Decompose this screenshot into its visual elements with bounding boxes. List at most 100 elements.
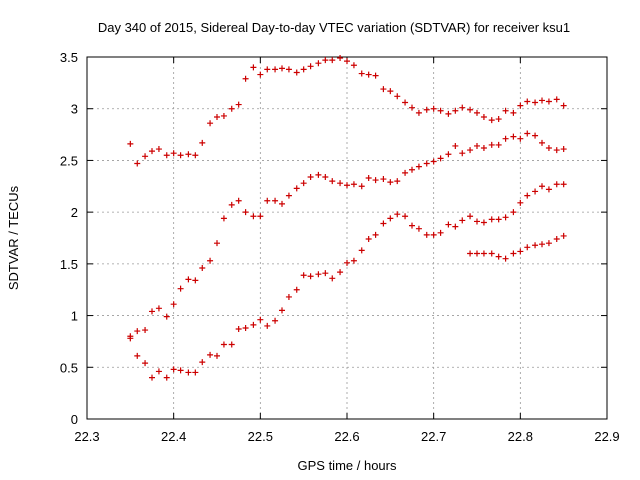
data-point bbox=[358, 183, 365, 190]
chart-title: Day 340 of 2015, Sidereal Day-to-day VTE… bbox=[98, 20, 570, 35]
data-point bbox=[459, 150, 466, 157]
data-point bbox=[365, 71, 372, 78]
y-tick-label: 2 bbox=[71, 205, 78, 220]
data-point bbox=[163, 313, 170, 320]
data-point bbox=[539, 139, 545, 146]
data-point bbox=[322, 57, 329, 64]
data-point bbox=[228, 341, 235, 348]
data-point bbox=[402, 99, 409, 106]
data-point bbox=[149, 308, 155, 315]
data-point bbox=[532, 132, 539, 139]
data-point bbox=[488, 216, 495, 223]
data-point bbox=[264, 66, 271, 73]
data-point bbox=[285, 192, 292, 199]
data-point bbox=[214, 240, 220, 247]
data-point bbox=[134, 160, 141, 167]
data-point bbox=[344, 58, 350, 65]
data-point bbox=[214, 113, 220, 120]
data-point bbox=[560, 102, 567, 109]
data-point bbox=[539, 97, 545, 104]
data-point bbox=[163, 374, 170, 381]
data-point bbox=[510, 109, 517, 116]
data-point bbox=[220, 341, 227, 348]
y-tick-label: 1.5 bbox=[60, 257, 78, 272]
data-point bbox=[480, 219, 487, 226]
data-point bbox=[553, 236, 560, 243]
data-point bbox=[358, 70, 365, 77]
data-point bbox=[452, 142, 459, 149]
data-point bbox=[409, 104, 415, 111]
data-point bbox=[257, 71, 264, 78]
data-point bbox=[307, 63, 314, 70]
data-point bbox=[285, 293, 292, 300]
data-point bbox=[437, 229, 444, 236]
data-point bbox=[502, 135, 509, 142]
data-points bbox=[127, 55, 567, 381]
data-point bbox=[459, 217, 466, 224]
data-point bbox=[127, 140, 134, 147]
data-point bbox=[488, 250, 495, 257]
data-point bbox=[142, 153, 149, 160]
data-point bbox=[272, 317, 279, 324]
data-point bbox=[409, 222, 415, 229]
data-point bbox=[394, 93, 401, 100]
data-point bbox=[149, 374, 155, 381]
data-point bbox=[307, 273, 314, 280]
data-point bbox=[307, 173, 314, 180]
data-point bbox=[415, 225, 422, 232]
data-point bbox=[445, 110, 452, 117]
data-point bbox=[452, 107, 459, 114]
data-point bbox=[228, 201, 235, 208]
data-point bbox=[467, 250, 474, 257]
data-point bbox=[279, 200, 285, 207]
data-point bbox=[134, 352, 141, 359]
data-point bbox=[257, 213, 264, 220]
data-point bbox=[228, 105, 235, 112]
data-point bbox=[474, 218, 480, 225]
data-point bbox=[452, 223, 459, 230]
data-point bbox=[250, 213, 257, 220]
data-point bbox=[279, 65, 285, 72]
data-point bbox=[337, 55, 344, 62]
data-point bbox=[545, 240, 552, 247]
data-point bbox=[365, 236, 372, 243]
data-point bbox=[350, 257, 357, 264]
data-point bbox=[220, 215, 227, 222]
y-tick-label: 2.5 bbox=[60, 153, 78, 168]
data-point bbox=[510, 250, 517, 257]
data-point bbox=[300, 180, 307, 187]
data-point bbox=[192, 277, 199, 284]
data-point bbox=[445, 151, 452, 158]
data-point bbox=[423, 106, 430, 113]
data-point bbox=[358, 247, 365, 254]
data-point bbox=[380, 86, 387, 93]
data-point bbox=[192, 369, 199, 376]
data-point bbox=[242, 209, 249, 216]
data-point bbox=[430, 158, 437, 165]
data-point bbox=[329, 178, 336, 185]
data-point bbox=[293, 286, 300, 293]
y-axis-tick-labels: 0 0.5 1 1.5 2 2.5 3 3.5 bbox=[60, 50, 78, 427]
grid-lines bbox=[87, 57, 607, 419]
data-point bbox=[329, 275, 336, 282]
data-point bbox=[495, 253, 502, 260]
data-point bbox=[149, 148, 155, 155]
data-point bbox=[423, 160, 430, 167]
data-point bbox=[264, 322, 271, 329]
data-point bbox=[207, 120, 214, 127]
data-point bbox=[177, 367, 184, 374]
x-tick-label: 22.9 bbox=[594, 429, 619, 444]
data-point bbox=[279, 307, 285, 314]
data-point bbox=[337, 269, 344, 276]
data-point bbox=[394, 178, 401, 185]
data-point bbox=[524, 98, 531, 105]
data-point bbox=[545, 145, 552, 152]
data-point bbox=[387, 215, 394, 222]
data-point bbox=[177, 285, 184, 292]
data-point bbox=[517, 102, 524, 109]
data-point bbox=[235, 197, 242, 204]
data-point bbox=[445, 221, 452, 228]
data-point bbox=[127, 333, 134, 340]
x-axis-label: GPS time / hours bbox=[298, 458, 397, 473]
data-point bbox=[329, 57, 336, 64]
